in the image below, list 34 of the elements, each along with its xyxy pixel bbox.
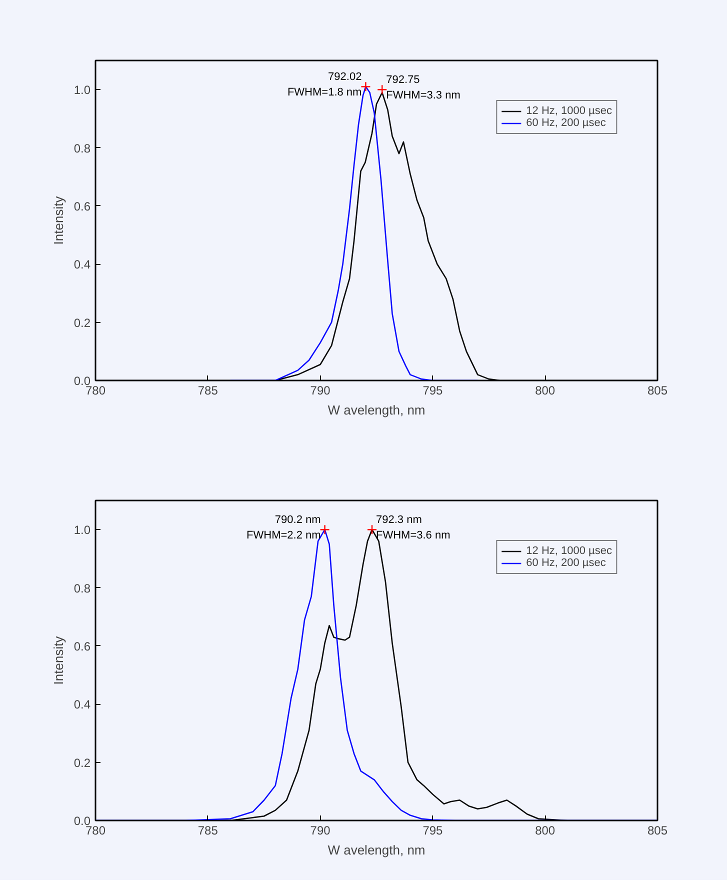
y-tick-label: 0.8: [74, 581, 91, 596]
x-tick-label: 780: [85, 824, 106, 838]
y-tick-label: 0.6: [74, 199, 91, 214]
x-tick-label: 795: [422, 384, 444, 398]
y-tick-label: 1.0: [74, 523, 91, 538]
y-tick-label: 0.2: [74, 316, 91, 330]
x-tick-label: 785: [198, 824, 218, 838]
y-tick-label: 0.4: [74, 258, 91, 272]
x-tick-label: 800: [535, 824, 556, 838]
legend-label: 12 Hz, 1000 µsec: [526, 105, 612, 117]
annotation: 792.75 FWHM=3.3 nm: [386, 74, 460, 102]
legend-label: 60 Hz, 200 µsec: [526, 557, 606, 569]
legend-label: 12 Hz, 1000 µsec: [526, 545, 612, 557]
x-tick-label: 790: [310, 384, 331, 398]
x-tick-label: 785: [198, 384, 218, 398]
y-tick-label: 0.4: [74, 698, 91, 712]
y-tick-label: 0.6: [74, 639, 91, 654]
annotation: 792.02 FWHM=1.8 nm: [287, 70, 362, 98]
x-tick-label: 790: [310, 824, 331, 838]
y-axis-title: Intensity: [50, 196, 66, 245]
x-axis-title: W avelength, nm: [328, 402, 426, 418]
y-tick-label: 1.0: [74, 83, 91, 98]
x-tick-label: 805: [647, 824, 668, 838]
x-axis-title: W avelength, nm: [328, 842, 426, 858]
y-tick-label: 0.8: [74, 141, 91, 156]
annotation: 790.2 nm FWHM=2.2 nm: [246, 514, 321, 542]
x-tick-label: 780: [85, 384, 106, 398]
y-axis-title: Intensity: [50, 636, 66, 685]
legend-label: 60 Hz, 200 µsec: [526, 117, 606, 129]
x-tick-label: 795: [422, 824, 444, 838]
x-tick-label: 805: [647, 384, 668, 398]
y-tick-label: 0.2: [74, 756, 91, 770]
x-tick-label: 800: [535, 384, 556, 398]
annotation: 792.3 nm FWHM=3.6 nm: [376, 514, 450, 542]
